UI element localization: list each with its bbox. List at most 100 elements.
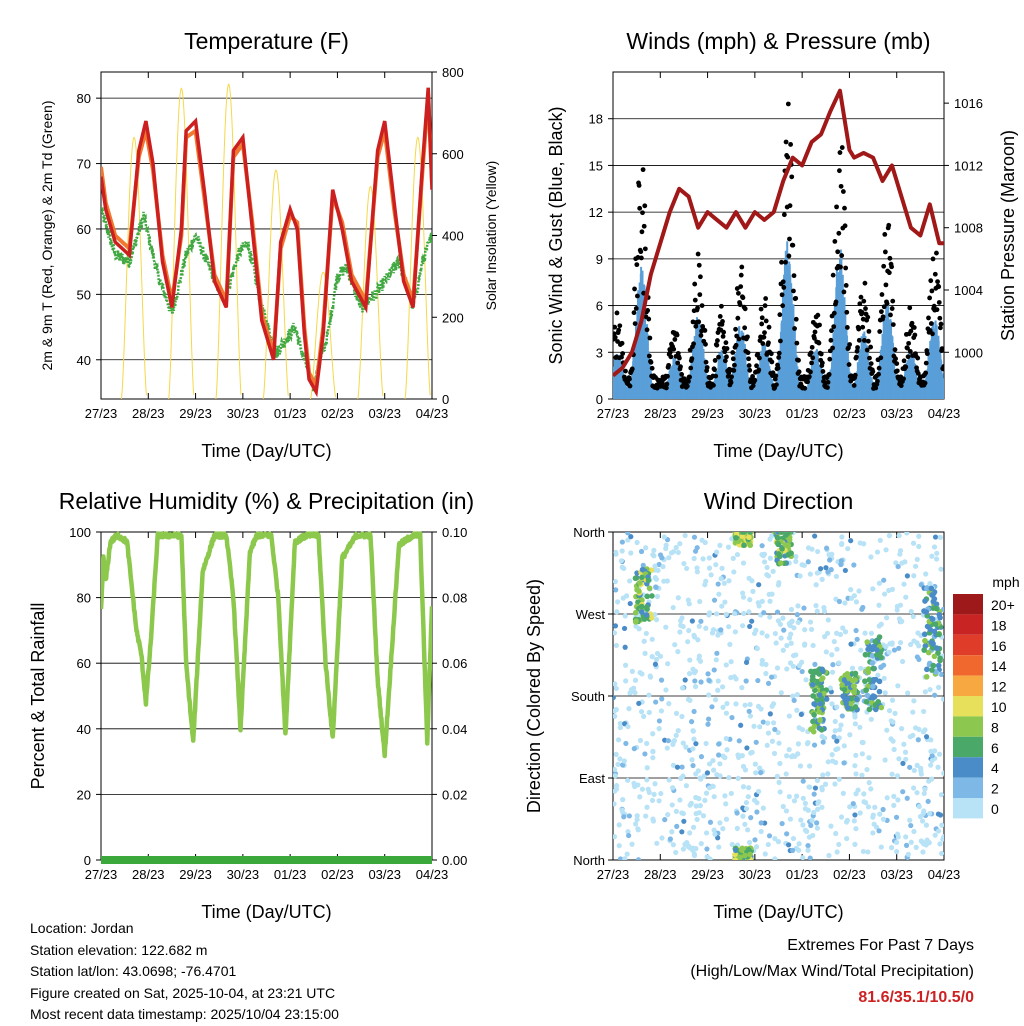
extremes-values: 81.6/35.1/10.5/0 — [858, 989, 974, 1006]
direction-point — [774, 665, 781, 671]
x-tick-label: 04/23 — [928, 867, 961, 882]
gust-point — [922, 380, 928, 386]
direction-point — [868, 554, 874, 560]
direction-point — [882, 690, 888, 696]
gust-point — [617, 323, 623, 329]
y-tick-label: 60 — [77, 222, 91, 237]
direction-point — [853, 826, 859, 832]
gust-point — [926, 315, 931, 321]
direction-point — [752, 837, 758, 843]
direction-point — [693, 803, 699, 809]
direction-point — [719, 603, 725, 609]
direction-point — [631, 780, 637, 787]
direction-point — [775, 541, 782, 548]
direction-point — [779, 546, 785, 552]
direction-point — [670, 785, 676, 791]
gust-point — [935, 279, 940, 285]
direction-point — [793, 558, 799, 565]
direction-point — [829, 701, 835, 707]
gust-point — [907, 305, 913, 311]
gust-point — [937, 315, 943, 321]
y-tick-label: 9 — [596, 252, 603, 267]
direction-point — [787, 622, 793, 628]
direction-point — [649, 593, 655, 599]
y-axis-label-right: Station Pressure (Maroon) — [998, 130, 1018, 341]
direction-point — [717, 820, 723, 826]
direction-point — [776, 779, 782, 785]
direction-point — [631, 746, 637, 752]
direction-point — [840, 790, 846, 797]
direction-point — [758, 820, 764, 826]
direction-point — [728, 659, 734, 665]
gust-point — [893, 356, 898, 362]
direction-point — [626, 832, 632, 839]
gust-point — [787, 203, 793, 209]
direction-point — [929, 667, 935, 673]
direction-point — [852, 763, 858, 769]
direction-point — [798, 711, 804, 717]
info-elevation: Station elevation: 122.682 m — [30, 941, 208, 958]
direction-point — [753, 739, 759, 745]
solar-insolation-line — [309, 271, 337, 399]
y-tick-label: 70 — [77, 157, 91, 172]
gust-point — [737, 302, 743, 308]
direction-point — [731, 610, 738, 617]
gust-point — [941, 364, 944, 369]
y-tick-label: North — [573, 525, 605, 540]
direction-point — [675, 595, 681, 601]
direction-point — [654, 593, 661, 600]
direction-point — [668, 550, 675, 556]
direction-point — [876, 602, 882, 608]
direction-point — [765, 730, 772, 736]
direction-point — [858, 665, 864, 672]
y-tick-label: 40 — [77, 353, 91, 368]
direction-point — [652, 575, 658, 581]
direction-point — [809, 681, 816, 688]
direction-point — [868, 716, 874, 722]
direction-point — [922, 637, 928, 644]
gust-point — [642, 203, 648, 209]
direction-point — [723, 710, 729, 716]
direction-point — [795, 619, 801, 626]
direction-point — [696, 656, 702, 662]
gust-point — [936, 284, 942, 290]
direction-point — [905, 690, 911, 696]
plot-area — [613, 88, 944, 399]
direction-point — [714, 772, 720, 778]
y-tick-label: 6 — [596, 299, 603, 314]
direction-point — [797, 763, 804, 769]
direction-point — [746, 534, 752, 541]
gust-point — [762, 330, 767, 336]
direction-point — [801, 605, 807, 611]
gust-point — [712, 367, 717, 373]
gust-point — [909, 320, 915, 326]
solar-insolation-line — [262, 169, 289, 399]
gust-point — [722, 358, 728, 364]
direction-point — [704, 854, 710, 860]
info-recent: Most recent data timestamp: 2025/10/04 2… — [30, 1006, 339, 1022]
gust-point — [792, 326, 797, 331]
direction-point — [875, 672, 881, 678]
direction-point — [928, 737, 934, 743]
direction-point — [852, 841, 858, 847]
direction-point — [823, 696, 830, 702]
direction-point — [716, 752, 722, 758]
gust-point — [846, 362, 852, 367]
direction-point — [727, 641, 733, 648]
direction-point — [825, 617, 831, 623]
x-tick-label: 01/23 — [786, 867, 819, 882]
direction-point — [904, 532, 910, 536]
gust-point — [915, 355, 921, 361]
direction-point — [937, 657, 943, 664]
y-tick-label: North — [573, 853, 605, 868]
direction-point — [767, 614, 773, 620]
direction-point — [832, 781, 838, 787]
y-tick-label: 80 — [77, 591, 91, 606]
direction-point — [623, 593, 630, 599]
gust-point — [642, 246, 648, 252]
direction-point — [722, 793, 728, 799]
gust-point — [762, 303, 768, 309]
direction-point — [639, 574, 645, 581]
direction-point — [614, 783, 620, 789]
direction-point — [719, 684, 726, 690]
